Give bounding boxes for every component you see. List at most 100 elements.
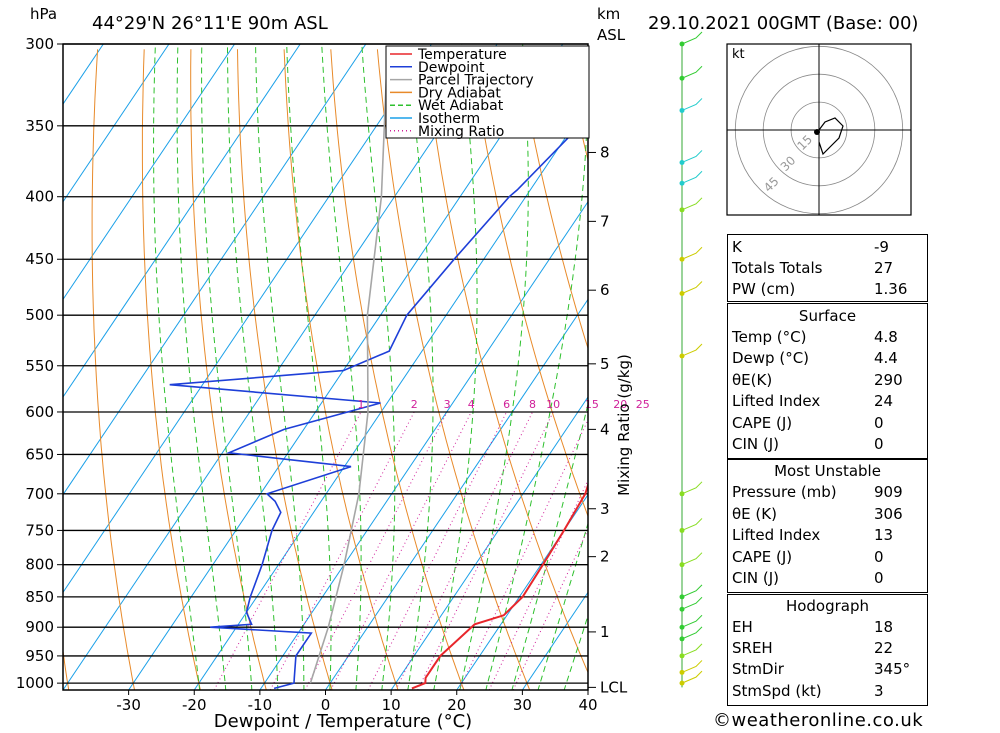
wet-adiabat <box>176 44 227 690</box>
pressure-tick-label: 850 <box>25 588 54 606</box>
table-row: CIN (J) 0 <box>732 568 923 589</box>
temp-tick-label: 10 <box>382 696 401 714</box>
isotherm-line <box>456 493 588 690</box>
pressure-tick-label: 350 <box>25 117 54 135</box>
wet-adiabat <box>321 44 362 690</box>
pressure-axis: 300 350 400 450 500 550 600 650 700 750 800 850 900 9… <box>16 35 63 692</box>
row-label: Totals Totals <box>732 259 823 277</box>
copyright-footer[interactable]: ©weatheronline.co.uk <box>713 710 924 731</box>
row-label: CIN (J) <box>732 435 780 453</box>
row-label: CIN (J) <box>732 569 780 587</box>
mixing-ratio-label: 6 <box>503 398 510 411</box>
wind-barb <box>681 150 703 163</box>
dry-adiabat <box>470 49 588 518</box>
dry-adiabat <box>190 49 267 690</box>
row-value: 18 <box>874 618 894 636</box>
isotherm-line <box>63 44 170 203</box>
wind-barb <box>681 31 703 45</box>
surface-table: Surface Temp (°C) 4.8 Dewp (°C) 4.4 θE(K) 2… <box>727 303 928 459</box>
mixing-ratio-line <box>269 411 415 690</box>
row-label: Dewp (°C) <box>732 349 810 367</box>
table-row: θE (K) 306 <box>732 504 923 525</box>
row-label: StmDir <box>732 660 784 678</box>
table-row: K -9 <box>732 237 923 258</box>
row-value: 345° <box>874 660 911 678</box>
table-row: Dewp (°C) 4.4 <box>732 348 923 369</box>
mixing-ratio-line <box>367 411 508 690</box>
temperature-axis: -30 -20 -10 0 10 20 30 40 <box>116 690 598 714</box>
table-row: CAPE (J) 0 <box>732 547 923 568</box>
height-tick-label: 5 <box>600 355 610 373</box>
wind-barb <box>681 246 703 260</box>
wet-adiabat <box>152 44 201 690</box>
dry-adiabat <box>423 49 588 674</box>
row-value: 1.36 <box>874 280 908 298</box>
row-label: SREH <box>732 639 773 657</box>
mixing-ratio-label: 15 <box>585 398 599 411</box>
pressure-tick-label: 1000 <box>16 674 54 692</box>
temp-tick-label: -10 <box>248 696 273 714</box>
height-tick-label: 6 <box>600 281 610 299</box>
isotherm-line <box>193 103 588 690</box>
wet-adiabat <box>459 44 529 690</box>
table-row: CAPE (J) 0 <box>732 413 923 434</box>
table-row: CIN (J) 0 <box>732 434 923 455</box>
row-label: Pressure (mb) <box>732 483 837 501</box>
isotherm-line <box>63 44 301 398</box>
height-tick-label: 8 <box>600 143 610 161</box>
temperature-line <box>411 481 588 690</box>
mixing-ratio-label: 1 <box>358 398 365 411</box>
temp-tick-label: 20 <box>447 696 466 714</box>
legend-entry: Dewpoint <box>418 60 485 76</box>
surface-title: Surface <box>798 307 857 325</box>
pressure-tick-label: 300 <box>25 35 54 53</box>
isotherm-line <box>63 44 432 594</box>
dry-adiabat <box>283 49 399 690</box>
row-label: PW (cm) <box>732 280 796 298</box>
isotherm-line <box>128 44 564 690</box>
wind-barb <box>681 596 703 610</box>
mixing-ratio-axis-title: Mixing Ratio (g/kg) <box>615 354 633 496</box>
row-label: CAPE (J) <box>732 414 793 432</box>
isotherm-line <box>390 396 588 690</box>
pressure-tick-label: 500 <box>25 306 54 324</box>
row-value: 22 <box>874 639 894 657</box>
pressure-tick-label: 750 <box>25 521 54 539</box>
row-value: -9 <box>874 238 889 256</box>
pressure-tick-label: 950 <box>25 647 54 665</box>
table-row: Temp (°C) 4.8 <box>732 327 923 348</box>
row-value: 0 <box>874 435 884 453</box>
table-row: Totals Totals 27 <box>732 258 923 279</box>
hodograph-table: Hodograph EH 18 SREH 22 StmDir 345° StmSpd … <box>727 594 928 706</box>
temp-tick-label: 40 <box>578 696 597 714</box>
dry-adiabat <box>330 49 465 690</box>
wind-barb <box>681 614 703 628</box>
wet-adiabat <box>255 44 305 690</box>
mixing-ratio-line <box>458 418 588 690</box>
storm-motion-marker <box>814 129 820 135</box>
row-value: 0 <box>874 548 884 566</box>
table-row: EH 18 <box>732 617 923 638</box>
row-value: 306 <box>874 505 903 523</box>
mixing-ratio-label: 20 <box>613 398 627 411</box>
isobars <box>63 43 588 684</box>
height-tick-label: 4 <box>600 420 610 438</box>
row-label: Temp (°C) <box>732 328 807 346</box>
table-row: PW (cm) 1.36 <box>732 279 923 300</box>
table-row: Lifted Index 24 <box>732 391 923 412</box>
hodograph-unit: kt <box>732 47 745 62</box>
pressure-tick-label: 600 <box>25 403 54 421</box>
temp-tick-label: -30 <box>116 696 141 714</box>
pressure-tick-label: 400 <box>25 188 54 206</box>
legend-entry: Mixing Ratio <box>418 124 504 140</box>
row-value: 3 <box>874 682 884 700</box>
dry-adiabat <box>237 49 333 690</box>
mixing-ratio-label: 3 <box>444 398 451 411</box>
row-value: 13 <box>874 526 894 544</box>
row-label: θE (K) <box>732 505 777 523</box>
wind-barb <box>681 626 703 640</box>
wet-adiabat <box>227 44 279 690</box>
